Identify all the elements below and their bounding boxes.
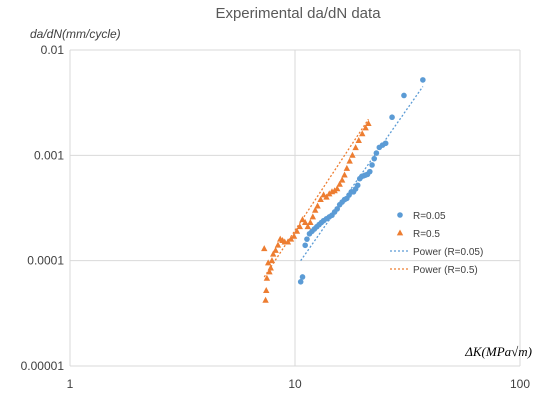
data-point: [349, 151, 356, 158]
y-tick-labels: 0.00001 0.0001 0.001 0.01: [21, 43, 65, 373]
data-point: [274, 241, 282, 248]
legend-label: R=0.5: [413, 229, 440, 240]
data-point: [366, 168, 373, 175]
data-point: [333, 185, 341, 192]
data-point: [304, 223, 312, 230]
y-tick-label: 0.00001: [21, 359, 65, 373]
data-point: [369, 162, 375, 168]
data-point: [346, 157, 353, 164]
data-point: [389, 114, 395, 121]
legend-marker: [397, 212, 403, 218]
data-point: [267, 264, 274, 271]
trendline: [300, 86, 424, 262]
data-point: [304, 236, 310, 242]
y-tick-label: 0.0001: [27, 254, 64, 268]
legend-label: R=0.05: [413, 211, 446, 222]
data-point: [269, 250, 277, 257]
data-point: [401, 92, 407, 99]
chart-title: Experimental da/dN data: [215, 5, 381, 22]
data-point: [263, 286, 270, 293]
data-point: [263, 274, 271, 281]
data-point: [371, 155, 378, 162]
data-point: [420, 77, 426, 83]
data-point: [326, 190, 333, 197]
data-point: [362, 124, 369, 131]
x-axis-label: ΔK(MPa√m): [464, 344, 532, 359]
data-point: [336, 180, 343, 187]
data-point: [296, 223, 303, 230]
data-point: [382, 140, 389, 147]
data-point: [354, 182, 361, 189]
x-tick-labels: 1 10 100: [67, 377, 531, 391]
data-point: [261, 245, 268, 252]
data-point: [299, 216, 306, 223]
data-point: [312, 206, 319, 213]
data-point: [307, 218, 314, 225]
data-point: [373, 150, 380, 156]
data-point: [268, 257, 276, 264]
data-point: [290, 232, 298, 239]
data-point: [297, 279, 304, 285]
data-point: [338, 176, 346, 183]
x-tick-label: 10: [288, 377, 302, 391]
data-point: [299, 274, 306, 280]
y-axis-label: da/dN(mm/cycle): [30, 27, 121, 41]
data-point: [352, 144, 359, 151]
data-point: [266, 268, 273, 275]
data-point: [334, 206, 340, 212]
data-point: [262, 296, 269, 303]
data-point: [302, 242, 308, 249]
legend: R=0.05 R=0.5 Power (R=0.05) Power (R=0.5): [390, 211, 483, 276]
y-tick-label: 0.001: [34, 148, 64, 162]
trendline: [263, 118, 369, 278]
data-point: [314, 202, 321, 209]
data-point: [293, 227, 301, 234]
data-points: [261, 77, 426, 303]
data-point: [320, 191, 327, 198]
data-point: [365, 120, 372, 127]
legend-label: Power (R=0.05): [413, 247, 483, 258]
y-tick-label: 0.01: [41, 43, 65, 57]
data-point: [317, 195, 324, 202]
x-tick-label: 100: [510, 377, 530, 391]
data-point: [301, 218, 309, 225]
data-point: [272, 246, 279, 253]
data-point: [359, 130, 366, 137]
data-point: [264, 259, 272, 266]
legend-marker: [396, 229, 404, 236]
data-point: [341, 171, 348, 178]
legend-label: Power (R=0.5): [413, 265, 478, 276]
data-point: [343, 164, 351, 171]
data-point: [309, 213, 317, 220]
data-point: [323, 193, 330, 200]
data-point: [355, 136, 362, 143]
x-tick-label: 1: [67, 377, 74, 391]
grid: [69, 49, 521, 367]
trendlines: [263, 86, 424, 278]
